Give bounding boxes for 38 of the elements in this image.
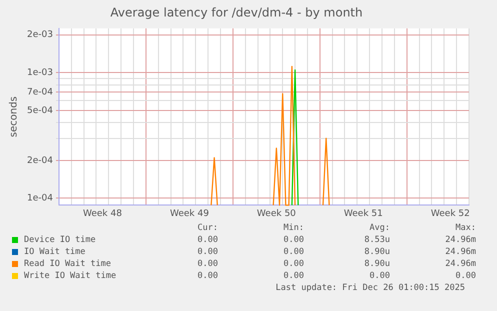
text: 24.96m <box>444 234 476 246</box>
chart-title: Average latency for /dev/dm-4 - by month <box>110 5 363 20</box>
y-tick-label: 1e-04 <box>26 194 54 204</box>
y-tick-label: 5e-04 <box>26 106 54 116</box>
x-tick-label: Week 48 <box>82 208 122 219</box>
text: 0.00 <box>196 258 218 270</box>
legend-label: Device IO time <box>24 234 96 246</box>
text: 0.00 <box>196 270 218 282</box>
x-tick-label: Week 52 <box>430 208 470 219</box>
legend-label: Write IO Wait time <box>24 270 116 282</box>
text: 0.00 <box>196 234 218 246</box>
text: 0.00 <box>368 270 390 282</box>
y-tick-label: 7e-04 <box>26 87 54 98</box>
text: 8.53u <box>363 234 390 246</box>
text: 0.00 <box>282 258 304 270</box>
y-axis-title: seconds <box>8 96 20 138</box>
x-tick-label: Week 49 <box>170 208 210 219</box>
text: 0.00 <box>454 270 476 282</box>
text: Min: <box>282 222 304 234</box>
text: Last update: Fri Dec 26 01:00:15 2025 <box>274 282 466 294</box>
text: Avg: <box>368 222 390 234</box>
text: Cur: <box>196 222 218 234</box>
legend-label: IO Wait time <box>24 246 86 258</box>
text: 24.96m <box>444 246 476 258</box>
legend-label: Read IO Wait time <box>24 258 111 270</box>
text: 24.96m <box>444 258 476 270</box>
y-tick-label: 2e-04 <box>26 156 54 166</box>
y-tick-label: 2e-03 <box>26 30 53 40</box>
x-tick-label: Week 51 <box>344 208 383 219</box>
text: 8.90u <box>363 246 390 258</box>
text: 8.90u <box>363 258 390 270</box>
text: Max: <box>454 222 476 234</box>
text: 0.00 <box>196 246 218 258</box>
x-tick-label: Week 50 <box>256 208 296 219</box>
y-tick-label: 1e-03 <box>26 68 53 78</box>
text: 0.00 <box>282 246 304 258</box>
text: 0.00 <box>282 270 304 282</box>
text: 0.00 <box>282 234 304 246</box>
